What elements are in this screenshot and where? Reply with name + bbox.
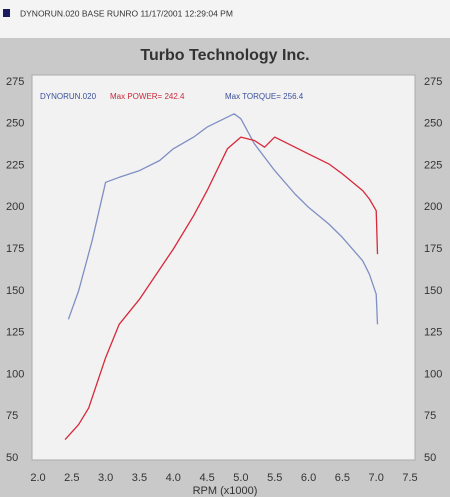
x-tick-label: 7.5 <box>402 472 417 484</box>
plot-area <box>31 74 416 461</box>
y-tick-label: 225 <box>6 159 24 171</box>
annotation: Max POWER= 242.4 <box>110 92 185 101</box>
y-tick-label: 200 <box>6 201 24 213</box>
x-tick-label: 4.0 <box>166 472 181 484</box>
y-tick-label: 275 <box>6 76 24 88</box>
x-tick-label: 3.5 <box>132 472 147 484</box>
x-tick-label: 5.5 <box>267 472 282 484</box>
y2-tick-label: 75 <box>424 410 436 422</box>
y2-tick-label: 125 <box>424 327 442 339</box>
x-tick-label: 3.0 <box>98 472 113 484</box>
y2-tick-label: 225 <box>424 159 442 171</box>
y-tick-label: 50 <box>6 452 18 464</box>
chart-title: Turbo Technology Inc. <box>140 47 309 64</box>
x-axis-label: RPM (x1000) <box>193 485 258 497</box>
x-tick-label: 6.5 <box>335 472 350 484</box>
x-tick-label: 2.5 <box>64 472 79 484</box>
y2-tick-label: 50 <box>424 452 436 464</box>
header-icon <box>3 9 10 17</box>
y-tick-label: 100 <box>6 368 24 380</box>
y2-tick-label: 150 <box>424 285 442 297</box>
x-tick-label: 2.0 <box>30 472 45 484</box>
annotation: Max TORQUE= 256.4 <box>225 92 304 101</box>
series-line <box>64 136 379 441</box>
y2-tick-label: 250 <box>424 118 442 130</box>
header-strip <box>0 0 450 38</box>
y-tick-label: 250 <box>6 118 24 130</box>
y2-tick-label: 100 <box>424 368 442 380</box>
header-text: DYNORUN.020 BASE RUNRO 11/17/2001 12:29:… <box>20 8 233 18</box>
annotation: DYNORUN.020 <box>40 92 97 101</box>
series-line <box>67 113 379 325</box>
y2-tick-label: 275 <box>424 76 442 88</box>
y-tick-label: 125 <box>6 327 24 339</box>
y-tick-label: 150 <box>6 285 24 297</box>
x-tick-label: 6.0 <box>301 472 316 484</box>
y2-tick-label: 175 <box>424 243 442 255</box>
y-tick-label: 175 <box>6 243 24 255</box>
x-tick-label: 5.0 <box>233 472 248 484</box>
x-tick-label: 4.5 <box>199 472 214 484</box>
x-tick-label: 7.0 <box>369 472 384 484</box>
y-tick-label: 75 <box>6 410 18 422</box>
y2-tick-label: 200 <box>424 201 442 213</box>
